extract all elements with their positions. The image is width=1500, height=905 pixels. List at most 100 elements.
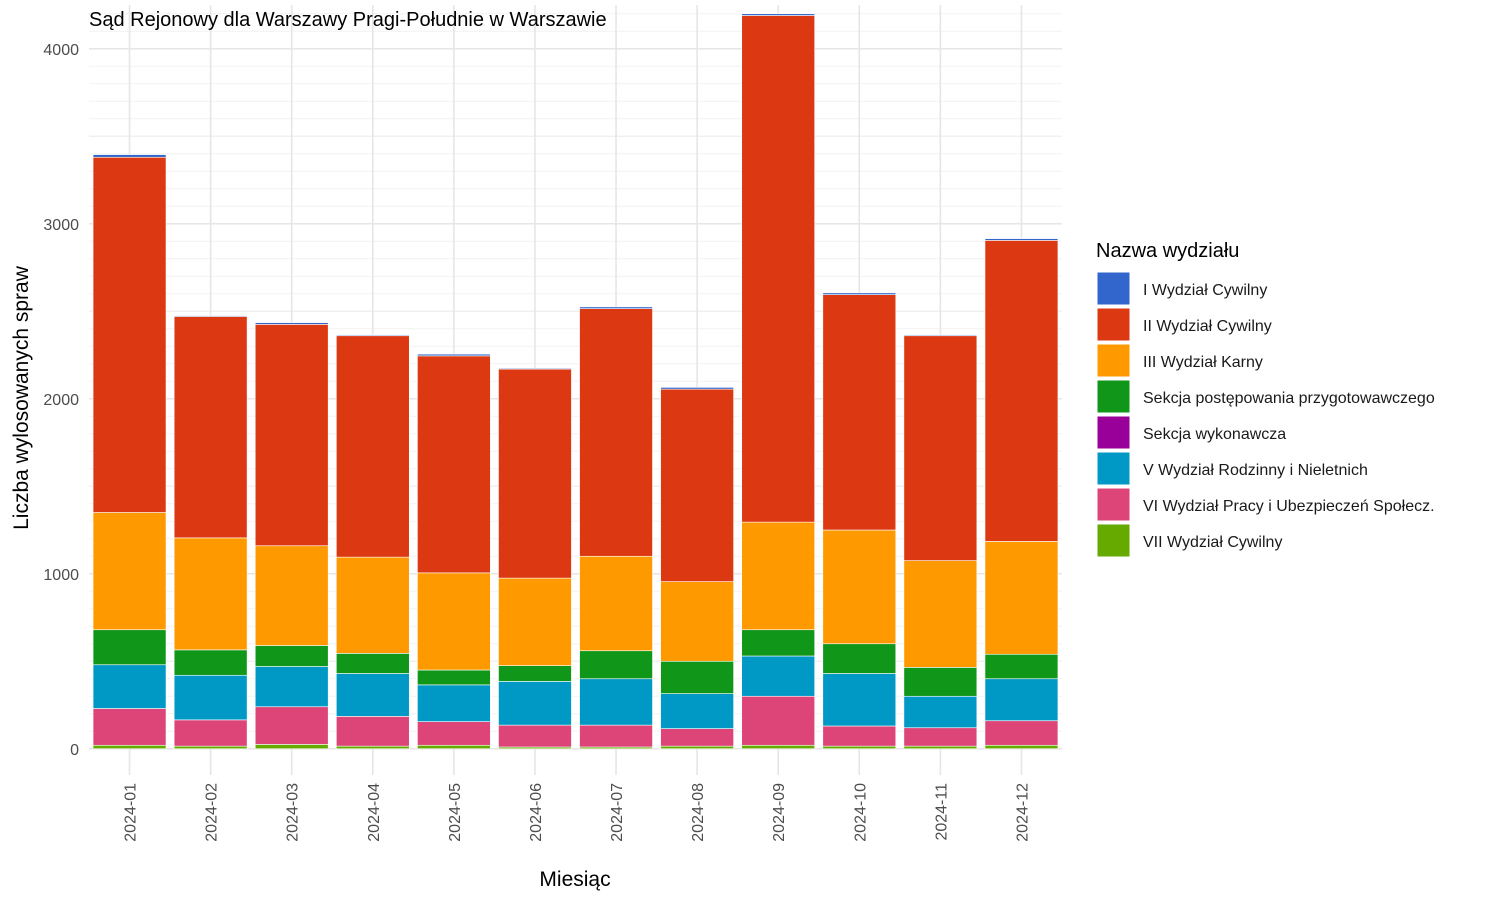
legend-label: II Wydział Cywilny — [1143, 318, 1272, 335]
bar-segment — [498, 724, 572, 748]
bar-segment — [417, 721, 491, 746]
legend-label: I Wydział Cywilny — [1143, 282, 1267, 299]
bar-segment — [660, 728, 734, 747]
bar-segment — [498, 577, 572, 666]
bar-segment — [903, 667, 978, 697]
y-axis: 0 1000 2000 3000 4000 — [43, 42, 79, 759]
bar-segment — [579, 650, 653, 680]
bar-segment — [417, 744, 491, 750]
bar-segment — [254, 324, 329, 547]
bar-segment — [984, 541, 1059, 655]
bar-segment — [92, 664, 167, 709]
bar-segment — [660, 660, 734, 694]
bar-segment — [254, 545, 329, 646]
bar-segment — [498, 367, 572, 370]
y-tick-label: 0 — [70, 742, 79, 759]
bar-segment — [92, 708, 167, 746]
bar-segment — [498, 665, 572, 682]
bar-segment — [336, 673, 410, 717]
x-tick-label: 2024-10 — [852, 783, 869, 842]
bar-segment — [92, 629, 167, 666]
x-axis: 2024-01 2024-02 2024-03 2024-04 2024-05 2024-… — [123, 783, 1032, 842]
legend-swatch — [1096, 523, 1131, 558]
x-tick-label: 2024-06 — [528, 783, 545, 842]
bar-segment — [173, 649, 248, 676]
bar-segment — [741, 655, 815, 697]
legend-swatch — [1096, 343, 1131, 378]
bar-segment — [336, 334, 410, 337]
legend-label: Sekcja postępowania przygotowawczego — [1143, 390, 1435, 407]
bar-segment — [173, 537, 248, 651]
bar-segment — [822, 673, 897, 727]
bar-segment — [660, 387, 734, 390]
y-axis-title: Liczba wylosowanych spraw — [10, 265, 33, 530]
bar-segment — [984, 240, 1059, 542]
bar-segment — [903, 695, 978, 729]
legend-swatch — [1096, 415, 1131, 450]
x-tick-label: 2024-01 — [123, 783, 140, 842]
legend: Nazwa wydziału I Wydział Cywilny II Wydzi… — [1096, 240, 1435, 558]
bar-segment — [336, 716, 410, 747]
bar-segment — [822, 745, 897, 750]
bar-segment — [498, 681, 572, 726]
bar-segment — [741, 695, 815, 746]
bar-segment — [660, 388, 734, 582]
bar-segment — [903, 560, 978, 668]
y-tick-label: 2000 — [43, 392, 79, 409]
bar-segment — [92, 512, 167, 631]
chart-title: Sąd Rejonowy dla Warszawy Pragi-Południe… — [89, 9, 607, 31]
x-tick-label: 2024-03 — [285, 783, 302, 842]
y-tick-label: 3000 — [43, 217, 79, 234]
x-tick-label: 2024-12 — [1014, 783, 1031, 842]
legend-swatch — [1096, 307, 1131, 342]
legend-label: Sekcja wykonawcza — [1143, 426, 1286, 443]
bar-segment — [822, 529, 897, 645]
x-tick-label: 2024-11 — [933, 783, 950, 841]
bar-segment — [173, 316, 248, 539]
bar-segment — [254, 744, 329, 750]
legend-label: III Wydział Karny — [1143, 354, 1263, 371]
bar-segment — [579, 308, 653, 557]
bar-segment — [660, 745, 734, 750]
bar-segment — [173, 719, 248, 747]
y-tick-label: 4000 — [43, 42, 79, 59]
bar-segment — [984, 720, 1059, 746]
bar-segment — [417, 355, 491, 574]
bar-segment — [984, 678, 1059, 722]
bar-segment — [741, 744, 815, 750]
bar-segment — [173, 674, 248, 721]
x-axis-title: Miesiąc — [539, 868, 610, 891]
legend-swatch — [1096, 271, 1131, 306]
legend-label: VI Wydział Pracy i Ubezpieczeń Społecz. — [1143, 498, 1435, 515]
bar-segment — [660, 693, 734, 729]
x-tick-label: 2024-04 — [366, 783, 383, 842]
legend-swatch — [1096, 379, 1131, 414]
bar-segment — [822, 294, 897, 531]
x-tick-label: 2024-08 — [690, 783, 707, 842]
bar-segment — [903, 745, 978, 750]
bar-segment — [984, 744, 1059, 750]
legend-label: V Wydział Rodzinny i Nieletnich — [1143, 462, 1368, 479]
bar-segment — [336, 556, 410, 654]
bar-segment — [822, 292, 897, 295]
bar-segment — [92, 154, 167, 158]
legend-swatch — [1096, 487, 1131, 522]
bar-segment — [579, 724, 653, 748]
bar-segment — [903, 335, 978, 561]
x-tick-label: 2024-02 — [204, 783, 221, 842]
bar-segment — [254, 645, 329, 667]
bar-segment — [92, 156, 167, 513]
bar-segment — [92, 744, 167, 750]
bar-segment — [336, 335, 410, 558]
legend-swatch — [1096, 451, 1131, 486]
bar-segment — [984, 653, 1059, 680]
bar-segment — [336, 653, 410, 674]
bar-segment — [336, 745, 410, 750]
legend-title: Nazwa wydziału — [1096, 240, 1239, 262]
y-tick-label: 1000 — [43, 567, 79, 584]
bar-segment — [498, 368, 572, 579]
bar-segment — [822, 643, 897, 674]
bar-segment — [579, 306, 653, 309]
